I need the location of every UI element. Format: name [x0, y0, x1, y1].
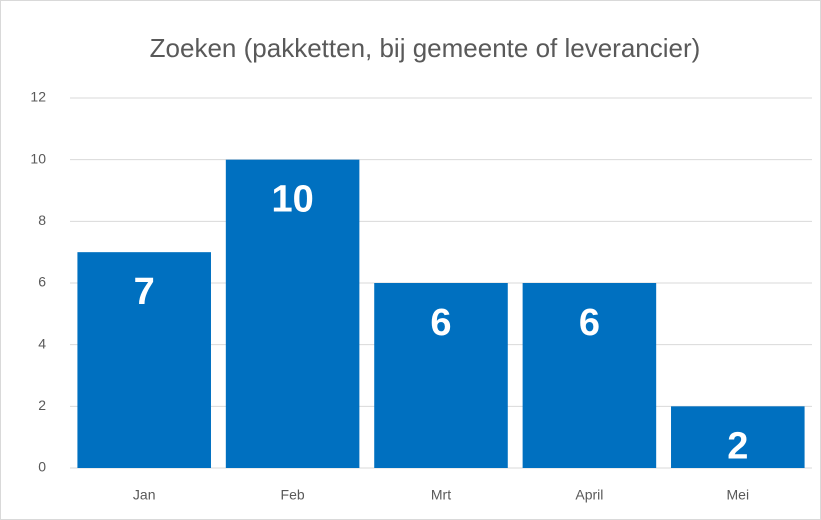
y-tick-label: 0 [38, 459, 46, 475]
x-tick-label: Jan [133, 487, 156, 503]
x-tick-label: Feb [281, 487, 305, 503]
bar [671, 406, 805, 468]
x-tick-label: April [575, 487, 603, 503]
bar [225, 159, 360, 468]
chart-title: Zoeken (pakketten, bij gemeente of lever… [150, 33, 701, 63]
value-label: 2 [727, 425, 748, 467]
x-tick-label: Mrt [431, 487, 451, 503]
y-tick-label: 6 [38, 274, 46, 290]
value-label: 7 [134, 271, 155, 313]
y-tick-label: 12 [30, 89, 46, 105]
value-label: 10 [271, 179, 313, 221]
x-tick-label: Mei [727, 487, 750, 503]
value-label: 6 [579, 302, 600, 344]
y-tick-label: 10 [30, 150, 46, 166]
y-tick-label: 8 [38, 212, 46, 228]
y-tick-label: 4 [38, 335, 46, 351]
bar [77, 252, 211, 468]
bar [374, 283, 508, 468]
bar [522, 283, 657, 468]
value-label: 6 [430, 302, 451, 344]
y-tick-label: 2 [38, 397, 46, 413]
